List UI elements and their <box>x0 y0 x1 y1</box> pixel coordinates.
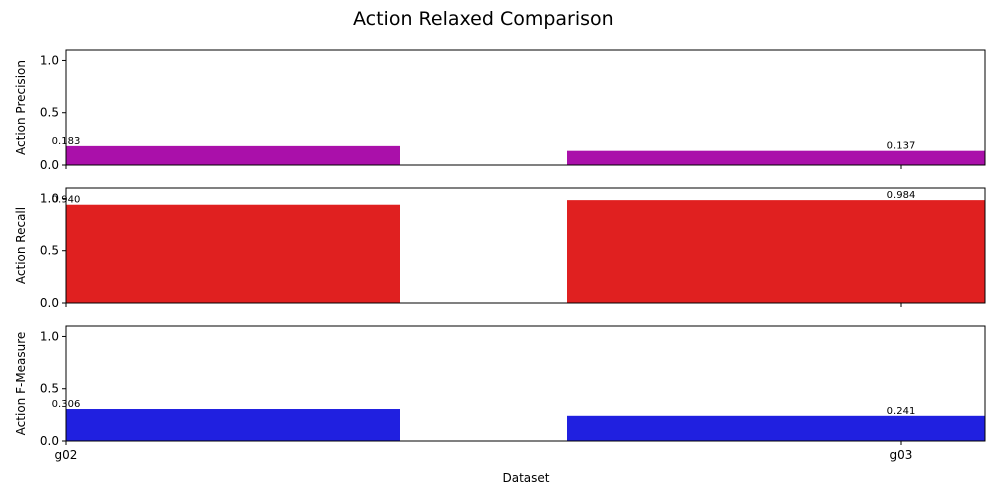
panel-frame-2 <box>65 187 986 304</box>
x-axis-label: Dataset <box>503 471 550 485</box>
panel-frame-1 <box>65 49 986 166</box>
y-tick-label-1: 1.0 <box>40 53 59 67</box>
bar-3-g03 <box>567 415 985 441</box>
x-tick-label-g02: g02 <box>55 448 78 462</box>
x-tick-label-g03: g03 <box>890 448 913 462</box>
y-tick-label-1: 0.5 <box>40 106 59 120</box>
y-tick-label-3: 0.5 <box>40 382 59 396</box>
bar-2-g02 <box>66 204 400 303</box>
chart-title: Action Relaxed Comparison <box>353 8 614 30</box>
y-tick-label-1: 0.0 <box>40 158 59 172</box>
data-label-1-g03: 0.137 <box>887 141 916 152</box>
bar-2-g03 <box>567 200 985 303</box>
panel-frame-3 <box>65 325 986 442</box>
bar-1-g02 <box>66 145 400 165</box>
y-tick-label-3: 0.0 <box>40 434 59 448</box>
bar-1-g03 <box>567 150 985 165</box>
y-axis-label-1: Action Precision <box>14 60 28 155</box>
y-tick-label-2: 1.0 <box>40 191 59 205</box>
y-tick-label-2: 0.5 <box>40 244 59 258</box>
y-tick-label-2: 0.0 <box>40 296 59 310</box>
y-tick-label-3: 1.0 <box>40 329 59 343</box>
y-axis-label-2: Action Recall <box>14 207 28 284</box>
bar-3-g02 <box>66 409 400 441</box>
data-label-3-g03: 0.241 <box>887 406 916 417</box>
data-label-2-g03: 0.984 <box>887 190 916 201</box>
y-axis-label-3: Action F-Measure <box>14 332 28 436</box>
